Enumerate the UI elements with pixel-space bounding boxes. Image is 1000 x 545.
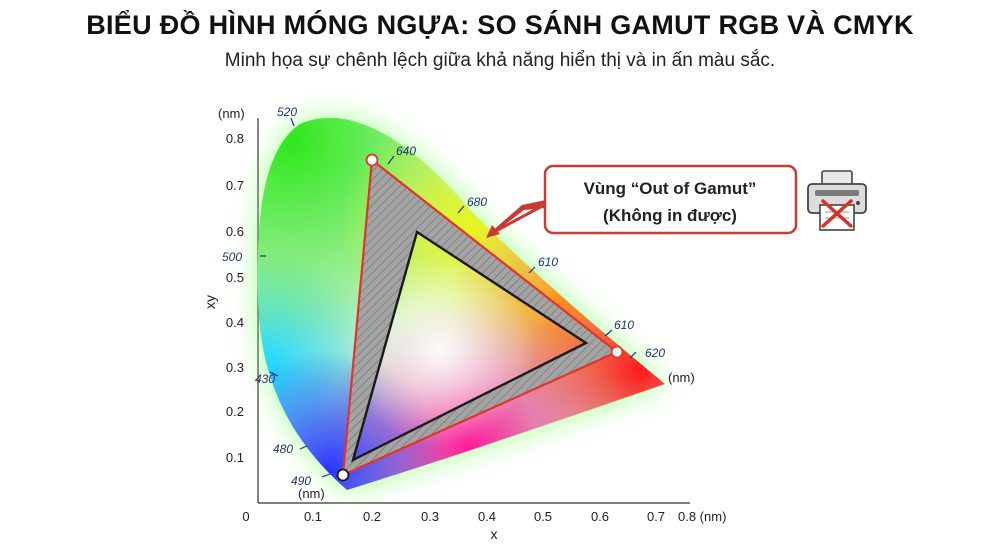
x-tick-0.4: 0.4 [478, 509, 496, 524]
rgb-gamut-triangle [341, 157, 620, 477]
page-title: BIỂU ĐỒ HÌNH MÓNG NGỰA: SO SÁNH GAMUT RG… [86, 10, 914, 40]
wavelength-label-680: 680 [467, 195, 487, 209]
cmyk-gamut-triangle [351, 230, 589, 463]
red-x-icon [821, 199, 853, 228]
origin-unit-label: (nm) [298, 486, 325, 501]
y-axis-unit: (nm) [218, 106, 245, 121]
callout-line-1: Vùng “Out of Gamut” [584, 179, 757, 198]
x-tick-0.6: 0.6 [591, 509, 609, 524]
x-tick-0: 0 [242, 509, 249, 524]
y-tick-0.2: 0.2 [226, 404, 244, 419]
out-of-gamut-area [343, 160, 617, 475]
wavelength-label-430: 430 [255, 372, 275, 386]
wavelength-label-610-lower: 610 [614, 318, 634, 332]
wavelength-labels: 520 640 680 500 610 610 620 430 480 490 [222, 105, 665, 488]
wavelength-label-500: 500 [222, 250, 242, 264]
page-subtitle: Minh họa sự chênh lệch giữa khả năng hiể… [224, 50, 776, 71]
y-tick-0.8: 0.8 [226, 131, 244, 146]
wavelength-label-480: 480 [273, 442, 293, 456]
callout-box [543, 164, 798, 235]
y-axis-title: xy [202, 295, 218, 309]
y-axis-ticks: (nm) 0.8 0.7 0.6 0.5 0.4 0.3 0.2 0.1 [218, 106, 245, 465]
y-tick-0.6: 0.6 [226, 224, 244, 239]
out-of-gamut-callout: Vùng “Out of Gamut” (Không in được) [486, 164, 798, 238]
spectral-locus [257, 117, 665, 490]
red-primary-marker [610, 345, 624, 359]
wavelength-label-490: 490 [291, 474, 311, 488]
x-tick-0.3: 0.3 [421, 509, 439, 524]
printer-icon [807, 170, 867, 231]
callout-line-2: (Không in được) [603, 206, 737, 225]
green-primary-marker [365, 153, 379, 167]
x-axis-ticks: 0 0.1 0.2 0.3 0.4 0.5 0.6 0.7 0.8 (nm) [242, 509, 726, 524]
x-axis-title: x [491, 526, 498, 542]
y-tick-0.7: 0.7 [226, 178, 244, 193]
y-tick-0.4: 0.4 [226, 315, 244, 330]
red-end-unit-label: (nm) [668, 370, 695, 385]
callout-pointer [489, 200, 546, 236]
wavelength-label-620: 620 [645, 346, 665, 360]
wavelength-label-640: 640 [396, 144, 416, 158]
y-tick-0.1: 0.1 [226, 450, 244, 465]
blue-primary-marker [336, 468, 350, 482]
y-tick-0.5: 0.5 [226, 270, 244, 285]
x-tick-0.5: 0.5 [534, 509, 552, 524]
axes [257, 118, 690, 504]
wavelength-label-520: 520 [277, 105, 297, 119]
wavelength-ticks [260, 117, 637, 478]
wavelength-label-610-upper: 610 [538, 255, 558, 269]
x-tick-0.7: 0.7 [647, 509, 665, 524]
x-tick-0.1: 0.1 [304, 509, 322, 524]
x-tick-0.8: 0.8 (nm) [678, 509, 726, 524]
x-tick-0.2: 0.2 [363, 509, 381, 524]
y-tick-0.3: 0.3 [226, 360, 244, 375]
